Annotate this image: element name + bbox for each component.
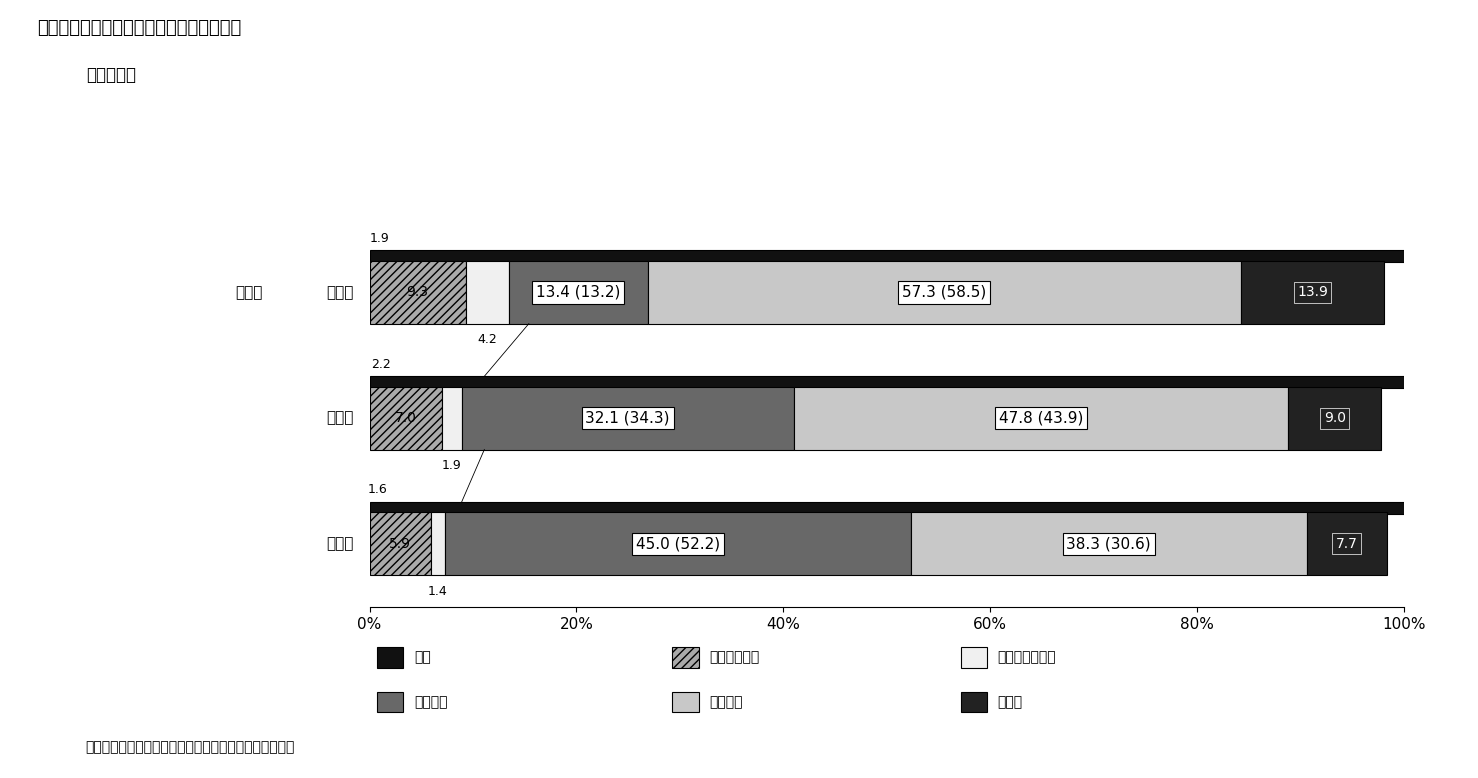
Bar: [370, 387, 442, 450]
Text: ＜小学生＞: ＜小学生＞: [86, 66, 136, 84]
Text: 高学年: 高学年: [327, 536, 355, 552]
Text: 1.9: 1.9: [442, 459, 461, 471]
Text: ときどき: ときどき: [709, 695, 743, 709]
Text: 2.2: 2.2: [371, 358, 390, 370]
Text: 13.9: 13.9: [1298, 286, 1327, 300]
Text: 13.4 (13.2): 13.4 (13.2): [537, 285, 621, 300]
Text: 7.7: 7.7: [1336, 537, 1358, 551]
Bar: [1289, 387, 1382, 450]
Bar: [647, 261, 1240, 324]
Bar: [370, 261, 466, 324]
Text: 38.3 (30.6): 38.3 (30.6): [1067, 536, 1151, 552]
Bar: [1307, 513, 1386, 576]
Text: （注）（　）内は、前回調査（平成２２年度）の結果。: （注）（ ）内は、前回調査（平成２２年度）の結果。: [86, 741, 296, 755]
Text: 47.8 (43.9): 47.8 (43.9): [999, 411, 1083, 426]
Bar: [370, 513, 430, 576]
Text: 【図表４】小学生のおこづかいのもらい方: 【図表４】小学生のおこづかいのもらい方: [37, 19, 241, 37]
Bar: [466, 261, 508, 324]
Bar: [508, 261, 647, 324]
Text: 1.9: 1.9: [370, 232, 389, 245]
Bar: [910, 513, 1307, 576]
Text: 5.9: 5.9: [389, 537, 411, 551]
Text: 32.1 (34.3): 32.1 (34.3): [585, 411, 670, 426]
Text: 1.4: 1.4: [429, 584, 448, 598]
Text: （　）日に１回: （ ）日に１回: [998, 650, 1057, 664]
Text: 9.0: 9.0: [1324, 411, 1346, 425]
Bar: [442, 387, 461, 450]
Text: 小学生: 小学生: [235, 285, 263, 300]
Text: １週間に１回: １週間に１回: [709, 650, 760, 664]
Bar: [461, 387, 794, 450]
Text: 4.2: 4.2: [477, 333, 497, 346]
Text: 1.6: 1.6: [368, 483, 387, 496]
Text: 中学年: 中学年: [327, 411, 355, 426]
Bar: [370, 251, 1404, 262]
Bar: [794, 387, 1289, 450]
Text: 低学年: 低学年: [327, 285, 355, 300]
Text: 毎日: 毎日: [414, 650, 430, 664]
Text: 月に１回: 月に１回: [414, 695, 448, 709]
Bar: [370, 377, 1404, 387]
Text: 7.0: 7.0: [395, 411, 417, 425]
Bar: [1240, 261, 1385, 324]
Text: 57.3 (58.5): 57.3 (58.5): [902, 285, 986, 300]
Text: 無回答: 無回答: [998, 695, 1023, 709]
Text: 45.0 (52.2): 45.0 (52.2): [636, 536, 720, 552]
Bar: [445, 513, 910, 576]
Text: 9.3: 9.3: [406, 286, 429, 300]
Bar: [430, 513, 445, 576]
Bar: [370, 502, 1404, 513]
